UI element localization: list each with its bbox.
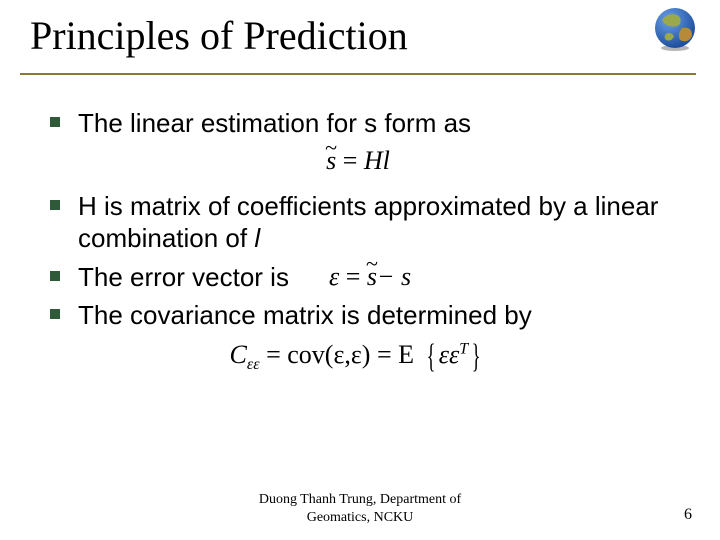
footer: Duong Thanh Trung, Department of Geomati… [0,491,720,526]
title-underline [20,73,696,75]
slide-body: The linear estimation for s form as ~ s … [30,107,696,376]
bullet-text: The error vector is ε = ~ s − s [78,261,411,294]
list-item: The linear estimation for s form as [50,107,666,140]
square-bullet-icon [50,309,60,319]
equation-content: ~ s = Hl [326,146,390,176]
s-tilde: ~ s [326,146,336,176]
equation-3: Cεε = cov(ε,ε) = E {εεT} [50,338,666,376]
list-item: H is matrix of coefficients approximated… [50,190,666,255]
equation-content: Cεε = cov(ε,ε) = E {εεT} [230,338,487,376]
square-bullet-icon [50,271,60,281]
page-number: 6 [684,506,692,524]
footer-line: Duong Thanh Trung, Department of [0,491,720,509]
bullet-text: The linear estimation for s form as [78,107,471,140]
list-item: The covariance matrix is determined by [50,299,666,332]
square-bullet-icon [50,117,60,127]
equation-2: ε = ~ s − s [329,261,411,294]
title-block: Principles of Prediction [30,12,696,67]
equation-1: ~ s = Hl [50,146,666,176]
footer-line: Geomatics, NCKU [0,509,720,527]
square-bullet-icon [50,200,60,210]
list-item: The error vector is ε = ~ s − s [50,261,666,294]
bullet-text: The covariance matrix is determined by [78,299,532,332]
bullet-text: H is matrix of coefficients approximated… [78,190,666,255]
slide: Principles of Prediction The linear esti… [0,0,720,540]
s-tilde: ~ s [367,261,377,294]
slide-title: Principles of Prediction [30,12,696,59]
globe-icon [652,6,698,52]
